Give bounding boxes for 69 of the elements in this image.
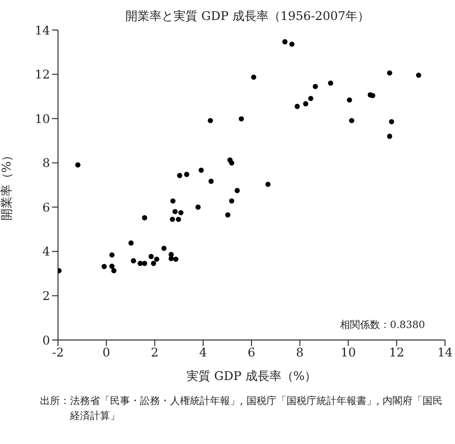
y-tick-label: 8 [42, 156, 50, 170]
y-tick-label: 12 [34, 68, 50, 82]
point [142, 260, 148, 266]
point [102, 264, 107, 270]
text: 出所：法務省「民事・訟務・人権統計年報」, 国税庁「国税庁統計年報書」, 内閣府「国民経済計算」 [40, 394, 444, 424]
point [229, 198, 234, 204]
point [184, 172, 190, 177]
point [170, 216, 176, 222]
y-tick-label: 14 [34, 23, 50, 38]
x-tick-label: 6 [248, 346, 256, 360]
point [303, 101, 308, 106]
point [154, 256, 160, 262]
x-tick-label: 12 [388, 346, 404, 360]
point [172, 208, 178, 214]
point [289, 42, 294, 47]
point [387, 134, 392, 139]
x-tick-label: 4 [199, 346, 208, 360]
y-axis-title: 開業率（%） [0, 149, 14, 221]
chart-title: 開業率と実質 GDP 成長率（1956-2007年） [124, 8, 371, 25]
point [178, 210, 184, 216]
point [58, 268, 62, 274]
point [416, 72, 422, 78]
x-tick-label: 2 [150, 346, 159, 360]
point [294, 104, 300, 109]
point [387, 70, 392, 76]
point [150, 260, 156, 266]
point [208, 178, 214, 184]
point [161, 246, 167, 251]
y-tick-label: 6 [42, 200, 50, 214]
point [225, 212, 230, 218]
point [282, 39, 288, 44]
point [388, 119, 394, 124]
point [170, 198, 176, 204]
y-tick-label: 0 [42, 333, 50, 348]
point [234, 188, 240, 194]
annotation: 相関係数：0.8380 [340, 318, 425, 332]
point [349, 118, 354, 124]
x-tick-label: 8 [296, 346, 304, 360]
point [265, 182, 271, 187]
point [109, 252, 115, 258]
point [251, 74, 256, 80]
point [177, 172, 182, 178]
point [142, 215, 148, 220]
point [148, 254, 154, 260]
x-tick-label: 0 [102, 346, 110, 360]
point [128, 240, 134, 246]
point [111, 268, 116, 274]
x-tick-label: 14 [437, 346, 453, 360]
x-axis-title: 実質 GDP 成長率（%） [186, 369, 317, 383]
point [238, 116, 244, 122]
point [312, 84, 318, 90]
point [370, 92, 376, 98]
point [173, 256, 178, 262]
point [198, 168, 204, 173]
y-tick-label: 10 [34, 112, 50, 126]
x-tick-label: -2 [52, 346, 64, 360]
point [176, 216, 182, 222]
y-tick-label: 4 [42, 244, 50, 259]
point [208, 118, 213, 124]
point [195, 204, 201, 210]
y-tick-label: 2 [42, 288, 50, 303]
point [346, 97, 352, 103]
point [308, 96, 314, 102]
point [328, 80, 334, 86]
x-tick-label: 10 [340, 346, 356, 360]
point [109, 264, 115, 269]
point [75, 162, 80, 168]
point [229, 160, 234, 166]
point [130, 258, 136, 264]
